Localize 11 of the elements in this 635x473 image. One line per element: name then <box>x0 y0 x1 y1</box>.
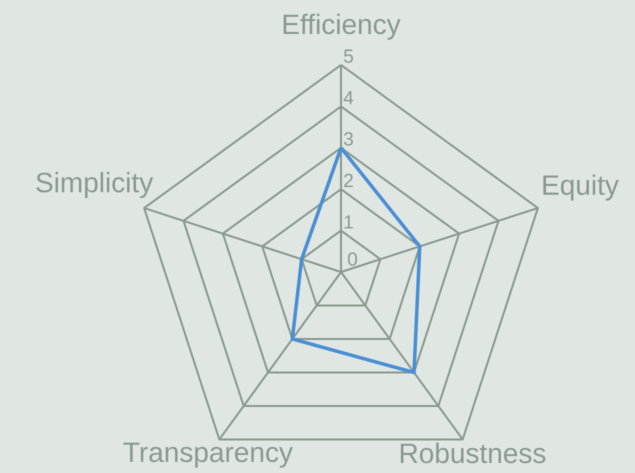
y-tick-label: 3 <box>344 132 353 146</box>
y-tick-label: 2 <box>344 174 353 187</box>
spoke-label: Equity <box>543 174 619 201</box>
spoke-label: Efficiency <box>284 14 401 40</box>
spoke-label: Simplicity <box>36 172 154 198</box>
y-tick-label: 0 <box>348 252 358 266</box>
y-tick-label: 1 <box>344 215 353 228</box>
y-tick-label: 5 <box>344 50 353 63</box>
spoke-label: Robustness <box>400 442 546 464</box>
y-tick-label: 4 <box>344 91 354 104</box>
spoke-label: Transparency <box>123 442 293 468</box>
